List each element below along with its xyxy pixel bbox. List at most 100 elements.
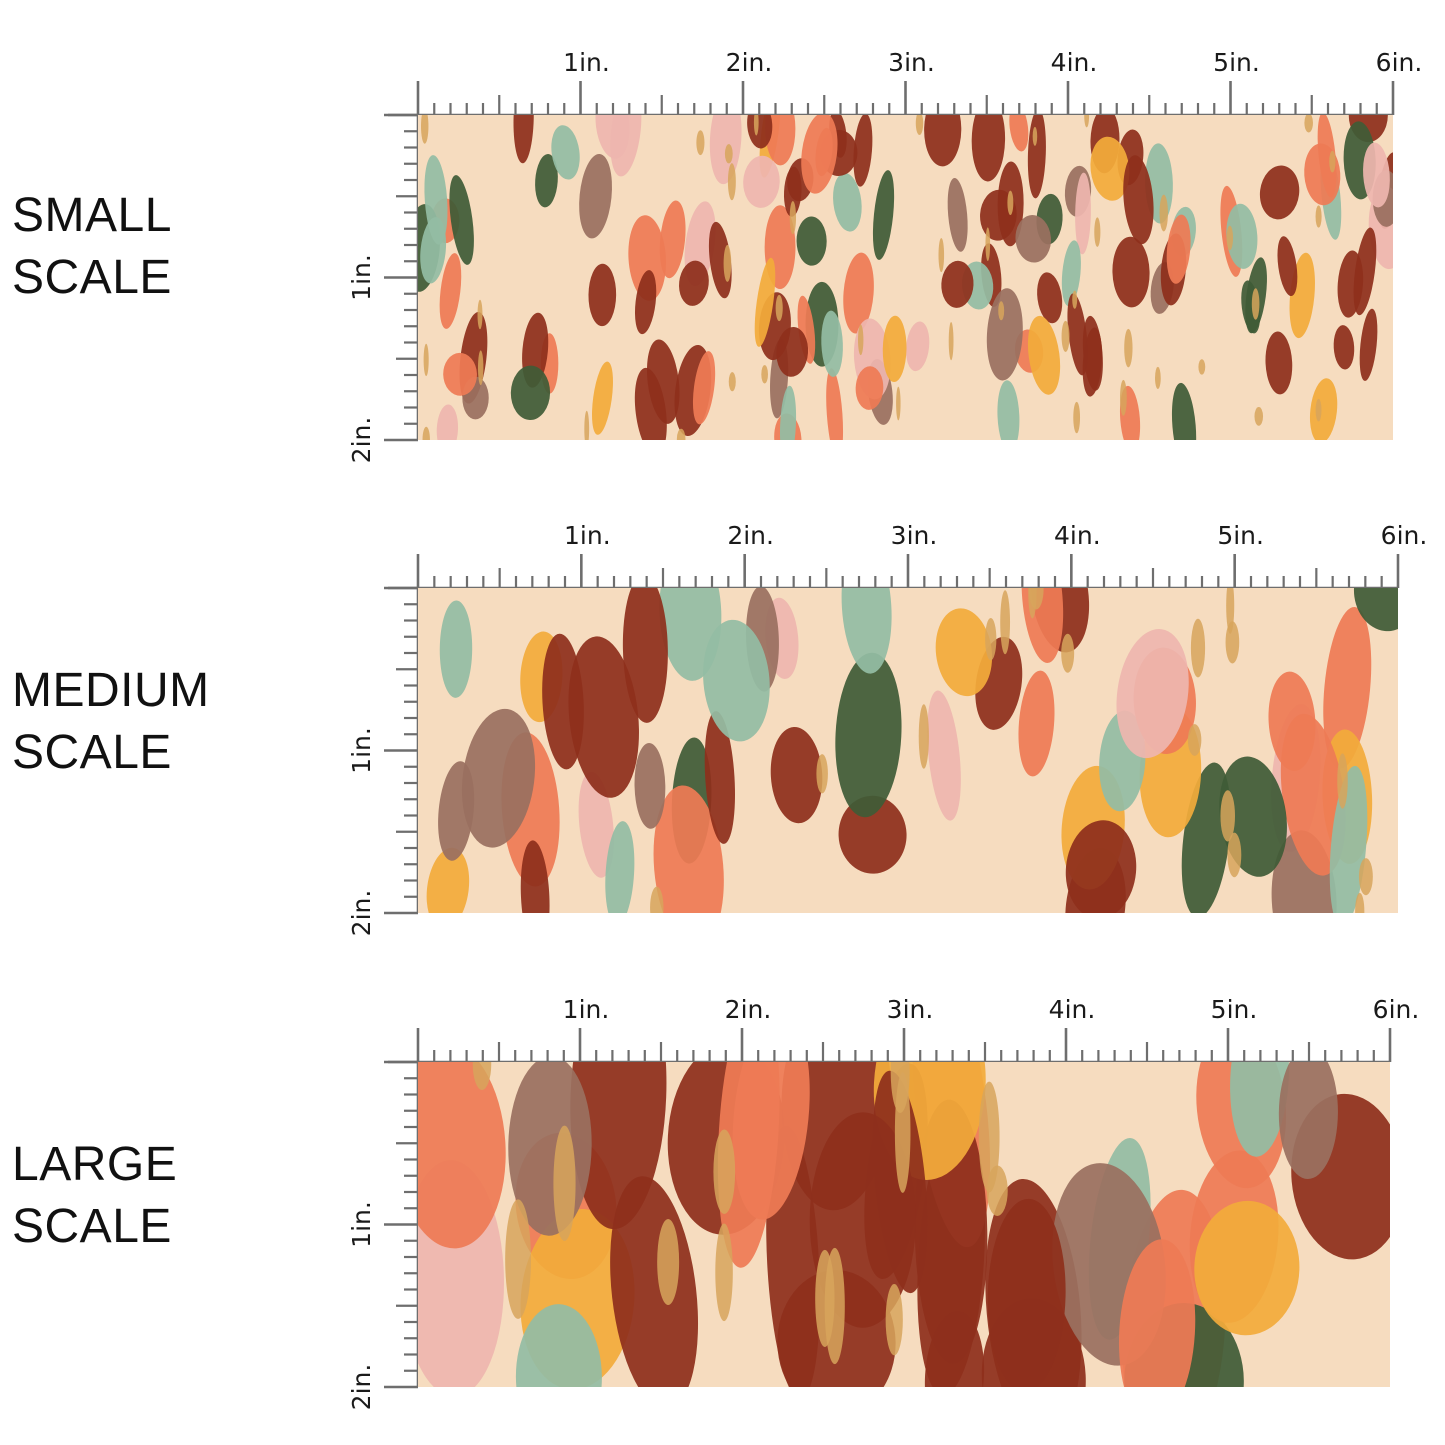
- ruler-top-label: 1in.: [564, 521, 611, 550]
- brush-stroke: [1118, 1239, 1196, 1387]
- brush-stroke: [1309, 378, 1338, 440]
- glitter-fleck: [985, 227, 991, 262]
- glitter-fleck: [1304, 115, 1313, 133]
- brush-stroke: [436, 404, 459, 440]
- glitter-fleck: [1094, 217, 1101, 247]
- glitter-fleck: [816, 754, 828, 794]
- brush-stroke: [1067, 293, 1088, 376]
- small-scale-fabric-swatch: [418, 115, 1393, 440]
- brush-stroke: [717, 1062, 780, 1268]
- glitter-fleck: [1187, 724, 1202, 756]
- brush-stroke: [997, 380, 1020, 440]
- brush-stroke: [796, 216, 827, 266]
- brush-stroke: [1259, 165, 1300, 220]
- glitter-fleck: [1315, 205, 1322, 228]
- small-scale-label: SMALL SCALE: [12, 185, 172, 309]
- glitter-fleck: [723, 244, 732, 282]
- brush-stroke: [704, 711, 736, 844]
- glitter-fleck: [1032, 126, 1038, 146]
- glitter-fleck: [824, 1247, 845, 1365]
- brush-stroke: [570, 1062, 667, 1230]
- brush-stroke: [783, 166, 802, 217]
- ruler-top-label: 2in.: [726, 48, 773, 77]
- brush-stroke: [1359, 308, 1378, 381]
- large-scale-label: LARGE SCALE: [12, 1134, 177, 1258]
- brush-stroke: [551, 125, 580, 180]
- glitter-fleck: [1155, 366, 1161, 390]
- brush-stroke: [1363, 142, 1390, 208]
- glitter-fleck: [761, 365, 768, 384]
- brush-stroke: [1015, 215, 1051, 263]
- brush-stroke: [588, 263, 617, 327]
- ruler-side-label: 2in.: [347, 890, 376, 937]
- glitter-fleck: [1226, 225, 1234, 251]
- glitter-fleck: [1061, 320, 1070, 352]
- brush-stroke: [821, 310, 843, 377]
- brush-stroke: [935, 608, 993, 697]
- ruler-top-label: 4in.: [1049, 995, 1096, 1024]
- brush-stroke: [924, 1311, 985, 1387]
- glitter-fleck: [727, 163, 736, 201]
- ruler-side-label: 1in.: [347, 727, 376, 774]
- brush-stroke: [1194, 1200, 1300, 1336]
- glitter-fleck: [1028, 588, 1044, 610]
- ruler-top-label: 6in.: [1373, 995, 1420, 1024]
- glitter-fleck: [553, 1125, 576, 1242]
- brush-stroke: [610, 115, 642, 177]
- ruler-top-label: 4in.: [1051, 48, 1098, 77]
- brush-stroke: [1090, 136, 1130, 201]
- glitter-fleck: [584, 410, 590, 440]
- brush-stroke: [841, 588, 892, 674]
- glitter-fleck: [789, 200, 797, 235]
- ruler-side-label: 1in.: [347, 254, 376, 301]
- glitter-fleck: [1119, 379, 1127, 416]
- brush-stroke: [1082, 315, 1103, 391]
- fabric-background: [418, 115, 1393, 440]
- ruler-top-label: 1in.: [563, 995, 610, 1024]
- medium-scale-label-line2: SCALE: [12, 726, 172, 779]
- brush-stroke: [579, 153, 612, 239]
- brush-stroke: [1280, 713, 1346, 876]
- brush-stroke: [443, 352, 477, 396]
- brush-stroke: [1171, 382, 1197, 440]
- brush-stroke: [439, 600, 473, 698]
- brush-stroke: [927, 690, 961, 821]
- brush-stroke: [1265, 331, 1293, 395]
- brush-stroke: [779, 385, 797, 440]
- brush-stroke: [754, 257, 776, 347]
- glitter-fleck: [896, 386, 901, 421]
- brush-stroke: [765, 115, 796, 166]
- brush-stroke: [1027, 115, 1046, 199]
- glitter-fleck: [978, 1081, 1000, 1193]
- brush-stroke: [1116, 629, 1189, 759]
- glitter-fleck: [918, 704, 929, 769]
- brush-stroke: [578, 771, 614, 878]
- brush-stroke: [709, 115, 742, 185]
- brush-stroke: [535, 154, 558, 208]
- brush-stroke: [1317, 115, 1337, 198]
- small-scale-label-line2: SCALE: [12, 251, 172, 304]
- brush-stroke: [905, 321, 930, 372]
- glitter-fleck: [1337, 753, 1348, 809]
- brush-stroke: [855, 366, 884, 410]
- brush-stroke: [634, 270, 657, 335]
- large-scale-label-line1: LARGE: [12, 1138, 178, 1191]
- brush-stroke: [438, 761, 475, 861]
- glitter-fleck: [505, 1199, 531, 1319]
- brush-stroke: [1037, 272, 1063, 324]
- ruler-top-label: 3in.: [888, 48, 935, 77]
- brush-stroke: [520, 840, 550, 913]
- brush-stroke: [1353, 227, 1377, 316]
- brush-stroke: [1278, 1062, 1338, 1180]
- brush-stroke: [986, 288, 1023, 381]
- glitter-fleck: [985, 617, 997, 661]
- brush-stroke: [1230, 1062, 1289, 1157]
- ruler-top-label: 6in.: [1376, 48, 1423, 77]
- glitter-fleck: [713, 1129, 736, 1214]
- glitter-fleck: [1073, 401, 1081, 434]
- glitter-fleck: [1124, 328, 1133, 368]
- glitter-fleck: [1000, 590, 1011, 655]
- ruler-top-label: 5in.: [1213, 48, 1260, 77]
- glitter-fleck: [890, 1062, 910, 1113]
- brush-stroke: [770, 727, 823, 824]
